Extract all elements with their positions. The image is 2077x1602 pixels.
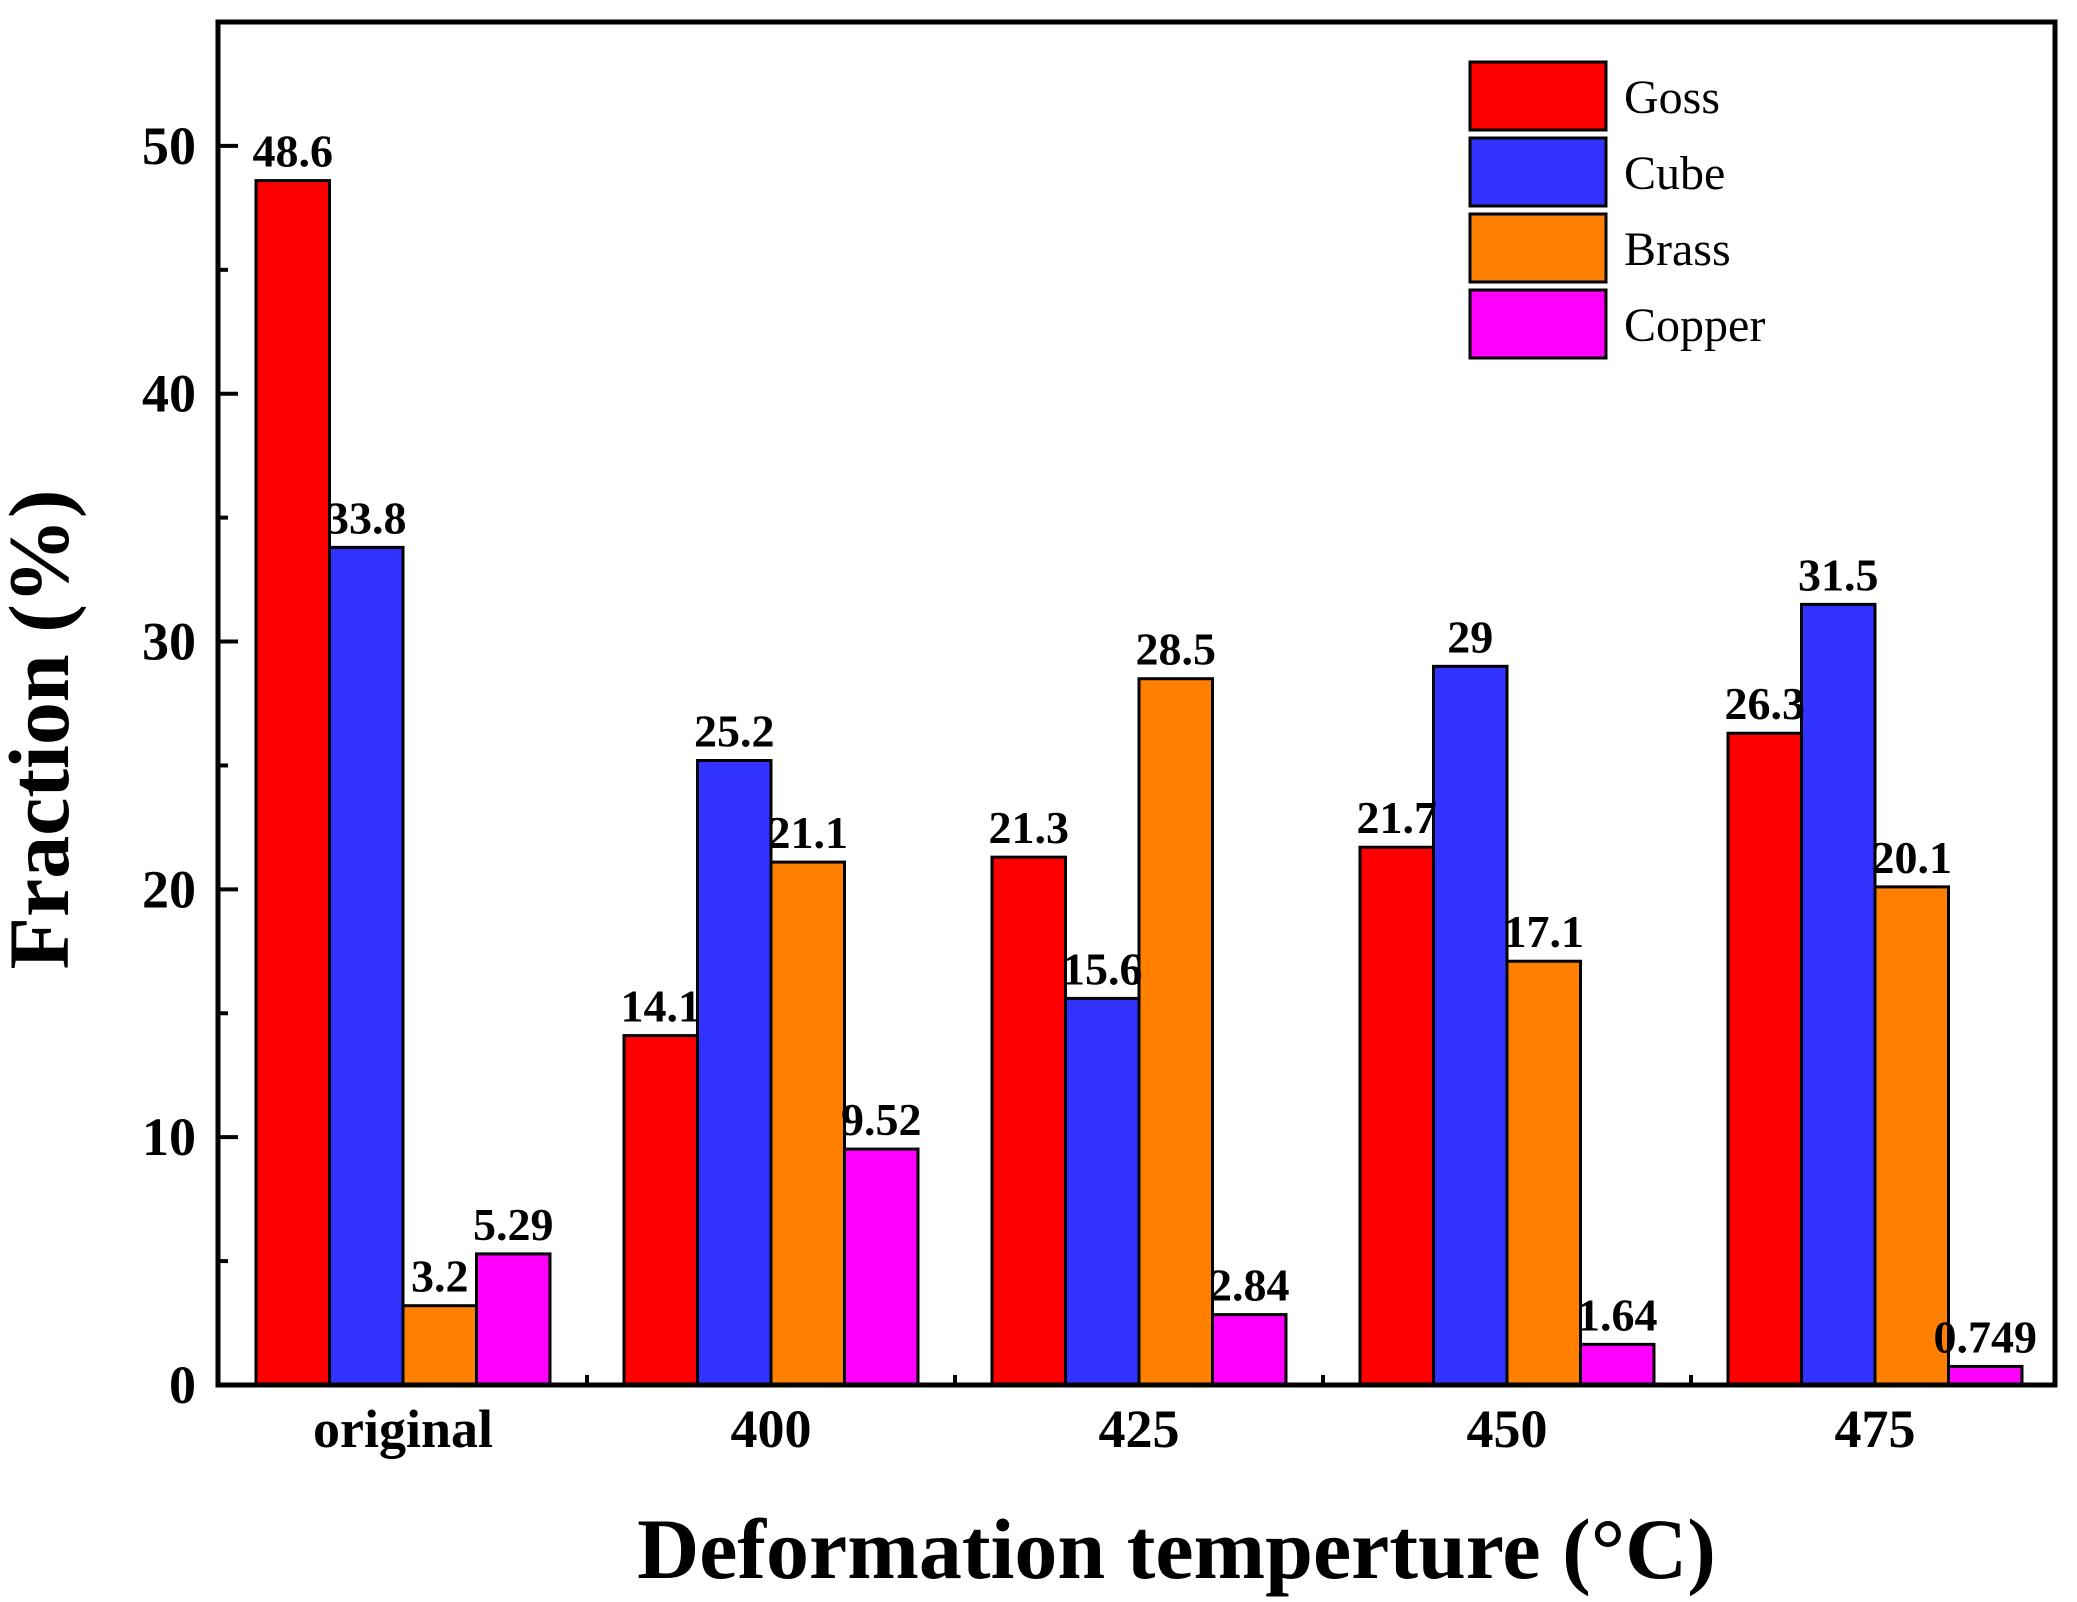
data-label-copper-425: 2.84 bbox=[1209, 1260, 1290, 1311]
bar-copper-450 bbox=[1579, 1342, 1656, 1387]
bar-copper-475 bbox=[1947, 1364, 2024, 1387]
data-label-copper-400: 9.52 bbox=[841, 1094, 922, 1145]
bar-goss-original bbox=[254, 179, 331, 1387]
plot-frame bbox=[215, 19, 2058, 1388]
x-tick-label: 425 bbox=[1099, 1399, 1180, 1459]
legend-label-cube: Cube bbox=[1624, 147, 1725, 200]
y-tick-label: 0 bbox=[169, 1355, 196, 1415]
bar-goss-450 bbox=[1358, 845, 1435, 1387]
data-label-brass-original: 3.2 bbox=[411, 1251, 469, 1302]
y-tick-label: 30 bbox=[142, 612, 196, 672]
data-label-cube-425: 15.6 bbox=[1062, 943, 1143, 994]
bar-copper-425 bbox=[1211, 1313, 1288, 1387]
data-label-goss-425: 21.3 bbox=[989, 802, 1070, 853]
data-label-cube-400: 25.2 bbox=[694, 705, 775, 756]
data-label-brass-400: 21.1 bbox=[768, 807, 849, 858]
data-label-copper-475: 0.749 bbox=[1934, 1311, 2038, 1362]
x-axis-title: Deformation temperture (°C) bbox=[637, 1501, 1716, 1597]
bar-goss-400 bbox=[622, 1034, 699, 1387]
legend-label-brass: Brass bbox=[1624, 223, 1731, 276]
bar-brass-400 bbox=[769, 860, 846, 1387]
y-tick-label: 50 bbox=[142, 116, 196, 176]
bar-brass-450 bbox=[1505, 959, 1582, 1387]
data-label-goss-450: 21.7 bbox=[1357, 792, 1438, 843]
legend-swatch-copper bbox=[1468, 288, 1608, 360]
data-label-cube-450: 29 bbox=[1447, 611, 1493, 662]
data-label-brass-475: 20.1 bbox=[1872, 832, 1953, 883]
y-tick-label: 20 bbox=[142, 859, 196, 919]
legend: Goss Cube Brass Copper bbox=[1468, 60, 1765, 360]
x-tick-label: 475 bbox=[1835, 1399, 1916, 1459]
data-label-goss-475: 26.3 bbox=[1725, 678, 1806, 729]
data-label-goss-400: 14.1 bbox=[621, 981, 702, 1032]
data-labels-layer: 48.6 33.8 3.25.29 14.1 25.2 21.1 9.52 21.3 15.6 2… bbox=[253, 126, 2038, 1363]
x-tick-label: original bbox=[313, 1399, 493, 1459]
legend-label-goss: Goss bbox=[1624, 71, 1720, 124]
legend-swatch-goss bbox=[1468, 60, 1608, 132]
data-label-copper-450: 1.64 bbox=[1577, 1289, 1658, 1340]
data-label-cube-original: 33.8 bbox=[326, 492, 407, 543]
bar-cube-400 bbox=[696, 758, 773, 1387]
data-label-copper-original: 5.29 bbox=[473, 1199, 554, 1250]
y-axis-title: Fraction (%) bbox=[0, 489, 87, 969]
bar-cube-original bbox=[328, 545, 405, 1387]
bar-cube-450 bbox=[1432, 664, 1509, 1387]
bar-cube-475 bbox=[1800, 602, 1877, 1387]
bars-layer bbox=[254, 179, 2024, 1387]
x-tick-label: 450 bbox=[1467, 1399, 1548, 1459]
data-label-cube-475: 31.5 bbox=[1798, 549, 1879, 600]
bar-brass-425 bbox=[1137, 677, 1214, 1387]
bar-brass-475 bbox=[1873, 885, 1950, 1387]
legend-swatch-cube bbox=[1468, 136, 1608, 208]
bar-copper-original bbox=[475, 1252, 552, 1387]
bar-brass-original bbox=[401, 1304, 478, 1387]
bar-goss-425 bbox=[990, 855, 1067, 1387]
bar-copper-400 bbox=[843, 1147, 920, 1387]
legend-label-copper: Copper bbox=[1624, 299, 1765, 352]
data-label-brass-425: 28.5 bbox=[1136, 624, 1217, 675]
y-tick-label: 10 bbox=[142, 1107, 196, 1167]
bar-goss-475 bbox=[1726, 731, 1803, 1387]
y-tick-label: 40 bbox=[142, 364, 196, 424]
bar-cube-425 bbox=[1064, 996, 1141, 1387]
legend-swatch-brass bbox=[1468, 212, 1608, 284]
x-tick-label: 400 bbox=[731, 1399, 812, 1459]
data-label-brass-450: 17.1 bbox=[1504, 906, 1585, 957]
data-label-goss-original: 48.6 bbox=[253, 126, 334, 177]
ticks-layer: 0 10 20 30 40 50 original 400 425 450 475 bbox=[142, 116, 1916, 1459]
